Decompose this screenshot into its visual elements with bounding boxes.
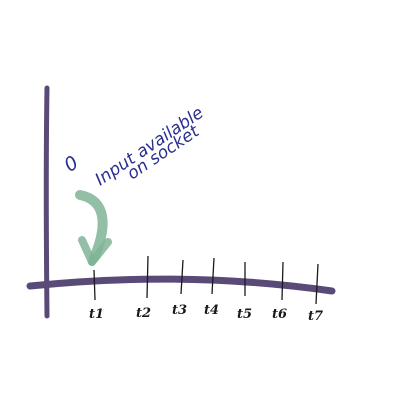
- arrow-shaft: [75, 190, 108, 263]
- horizontal-axis: [26, 275, 336, 295]
- annotation-marker: 0: [60, 152, 82, 177]
- curved-arrow-icon: [75, 190, 112, 266]
- tick-mark-t3: [180, 259, 184, 295]
- tick-labels: t1 t2 t3 t4 t5 t6 t7: [89, 303, 323, 324]
- tick-label-t6: t6: [272, 307, 287, 322]
- annotation: 0 Input available on socket: [60, 103, 207, 190]
- tick-marks: [93, 255, 319, 305]
- tick-label-t5: t5: [237, 307, 252, 322]
- tick-mark-t1: [93, 269, 96, 301]
- tick-mark-t2: [146, 255, 149, 299]
- tick-label-t4: t4: [204, 303, 219, 318]
- tick-mark-t7: [315, 263, 319, 305]
- tick-label-t2: t2: [136, 306, 151, 321]
- tick-mark-t4: [211, 257, 215, 295]
- tick-label-t7: t7: [308, 309, 323, 324]
- tick-label-t3: t3: [172, 303, 187, 318]
- tick-label-t1: t1: [89, 307, 104, 322]
- arrow-head-right: [88, 238, 112, 266]
- tick-mark-t6: [281, 261, 284, 301]
